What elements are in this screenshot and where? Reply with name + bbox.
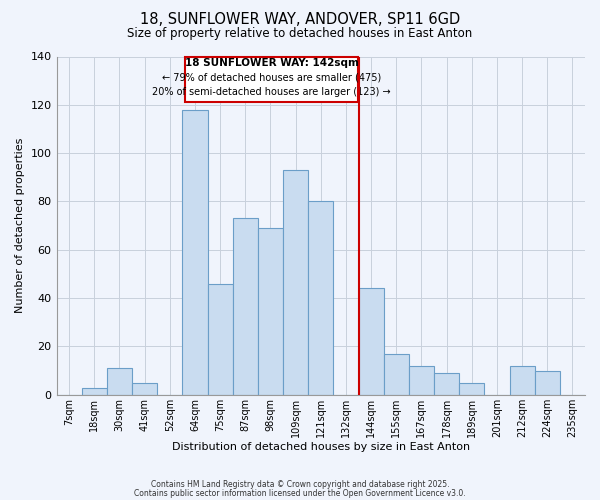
Text: Contains HM Land Registry data © Crown copyright and database right 2025.: Contains HM Land Registry data © Crown c… [151,480,449,489]
Text: 18, SUNFLOWER WAY, ANDOVER, SP11 6GD: 18, SUNFLOWER WAY, ANDOVER, SP11 6GD [140,12,460,28]
Text: ← 79% of detached houses are smaller (475): ← 79% of detached houses are smaller (47… [162,72,381,82]
Text: Size of property relative to detached houses in East Anton: Size of property relative to detached ho… [127,28,473,40]
Bar [258,228,283,395]
Bar [509,366,535,395]
Bar [233,218,258,395]
Bar [459,382,484,395]
Bar [383,354,409,395]
Bar [82,388,107,395]
Bar [535,370,560,395]
Text: Contains public sector information licensed under the Open Government Licence v3: Contains public sector information licen… [134,489,466,498]
Bar [132,382,157,395]
Bar [283,170,308,395]
Bar [107,368,132,395]
Bar [182,110,208,395]
Bar [308,202,334,395]
Text: 18 SUNFLOWER WAY: 142sqm: 18 SUNFLOWER WAY: 142sqm [185,58,359,68]
Y-axis label: Number of detached properties: Number of detached properties [15,138,25,314]
Bar [409,366,434,395]
Text: 20% of semi-detached houses are larger (123) →: 20% of semi-detached houses are larger (… [152,86,391,97]
Bar [434,373,459,395]
Bar [208,284,233,395]
FancyBboxPatch shape [185,56,358,102]
Bar [359,288,383,395]
X-axis label: Distribution of detached houses by size in East Anton: Distribution of detached houses by size … [172,442,470,452]
